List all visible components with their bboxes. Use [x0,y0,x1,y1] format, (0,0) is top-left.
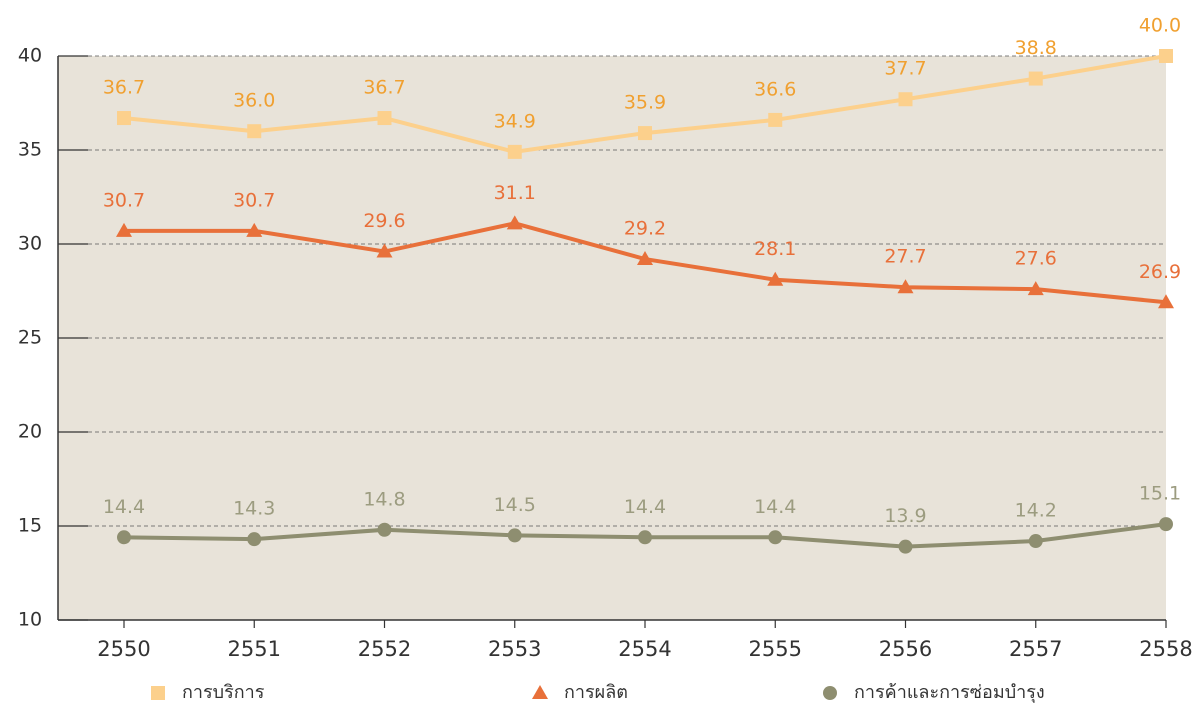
data-label: 14.3 [233,498,275,520]
data-point [507,144,522,159]
data-point [898,539,913,554]
data-point [116,222,132,237]
data-point [768,112,783,127]
data-label: 31.1 [494,182,536,204]
data-label: 27.6 [1015,248,1057,270]
data-point [376,243,393,258]
data-point [898,92,913,107]
data-point [638,126,652,141]
data-point [768,530,783,545]
y-tick-label: 10 [18,609,42,631]
data-point [1158,294,1174,309]
data-label: 14.4 [103,496,145,518]
data-point [117,530,131,545]
x-tick-label: 2556 [879,637,932,661]
data-label: 36.6 [754,78,796,100]
legend-label: การบริการ [182,682,265,703]
data-point [638,530,652,545]
x-tick-label: 2558 [1139,637,1192,661]
data-label: 28.1 [754,238,796,260]
y-tick-label: 30 [18,233,42,255]
legend-label: การผลิต [564,682,628,703]
data-label: 36.0 [233,90,275,112]
x-tick-label: 2553 [488,637,541,661]
data-label: 14.5 [494,494,536,516]
data-point [117,111,131,126]
data-point [246,222,263,237]
data-point [377,522,392,537]
data-point [507,528,522,543]
y-tick-label: 35 [18,139,42,161]
data-label: 36.7 [103,77,145,99]
data-label: 29.2 [624,218,666,240]
data-point [1027,281,1044,296]
data-label: 35.9 [624,92,666,114]
y-tick-label: 40 [18,45,42,67]
x-tick-label: 2557 [1009,637,1062,661]
data-point [247,532,262,547]
data-point [1028,71,1043,86]
data-label: 14.8 [363,488,405,510]
data-label: 13.9 [884,505,926,527]
data-point [1159,49,1173,63]
x-tick-label: 2552 [358,637,411,661]
y-tick-label: 20 [18,421,42,443]
data-label: 26.9 [1139,261,1181,283]
legend-marker [823,686,837,700]
data-label: 14.4 [754,496,796,518]
data-point [1159,517,1173,532]
x-tick-label: 2550 [97,637,150,661]
data-label: 14.4 [624,496,666,518]
data-label: 37.7 [884,58,926,80]
legend-label: การค้าและการซ่อมบำรุง [854,682,1045,703]
data-point [1028,534,1043,549]
data-label: 29.6 [363,210,405,232]
data-point [767,271,784,286]
data-label: 34.9 [494,110,536,132]
data-label: 27.7 [884,246,926,268]
data-label: 40.0 [1139,15,1181,37]
x-tick-label: 2555 [749,637,802,661]
data-label: 30.7 [233,189,275,211]
data-label: 38.8 [1015,37,1057,59]
data-point [377,111,392,126]
x-tick-label: 2551 [228,637,281,661]
x-tick-label: 2554 [618,637,671,661]
data-point [897,279,914,294]
data-point [506,215,523,230]
data-point [637,251,653,266]
legend-marker [151,686,165,700]
data-label: 14.2 [1015,500,1057,522]
data-label: 36.7 [363,77,405,99]
y-tick-label: 25 [18,327,42,349]
data-label: 30.7 [103,189,145,211]
legend-marker [532,685,548,699]
data-label: 15.1 [1139,483,1181,505]
data-point [247,124,262,139]
y-tick-label: 15 [18,515,42,537]
